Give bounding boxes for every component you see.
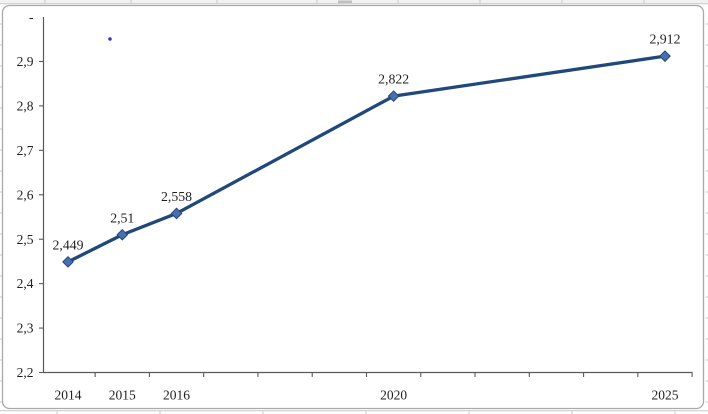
x-axis-tick-label: 2020 (380, 388, 407, 403)
data-point-label: 2,822 (378, 72, 409, 87)
data-point-marker[interactable] (170, 207, 183, 220)
data-point-label: 2,558 (161, 189, 192, 204)
x-axis-tick-label: 2014 (55, 388, 82, 403)
stray-blue-dot (108, 37, 112, 41)
y-axis-tick-label: 2,6 (17, 187, 34, 202)
sheet-top-row (0, 0, 708, 4)
data-point-marker[interactable] (387, 90, 400, 103)
data-point-label: 2,51 (110, 210, 134, 225)
sheet-cell-content-fragment (338, 0, 352, 4)
y-axis-tick-label: 2,5 (17, 232, 34, 247)
chart-frame[interactable] (1, 4, 705, 410)
y-axis-tick-label: - (29, 10, 34, 25)
x-axis-tick-label: 2015 (109, 388, 136, 403)
y-axis-tick-label: 2,9 (17, 54, 34, 69)
data-point-marker[interactable] (659, 50, 671, 63)
x-axis-tick-label: 2016 (163, 388, 190, 403)
y-axis-tick-label: 2,3 (17, 321, 34, 336)
data-point-marker[interactable] (116, 228, 129, 241)
y-axis-tick-label: 2,8 (17, 99, 34, 114)
x-axis-tick-label: 2025 (651, 388, 678, 403)
y-axis-tick-label: 2,4 (17, 276, 34, 291)
data-point-label: 2,449 (52, 237, 83, 252)
data-point-label: 2,912 (649, 32, 680, 47)
y-axis-tick-label: 2,7 (17, 143, 34, 158)
data-point-marker[interactable] (62, 255, 74, 268)
y-axis-tick-label: 2,2 (17, 365, 34, 380)
